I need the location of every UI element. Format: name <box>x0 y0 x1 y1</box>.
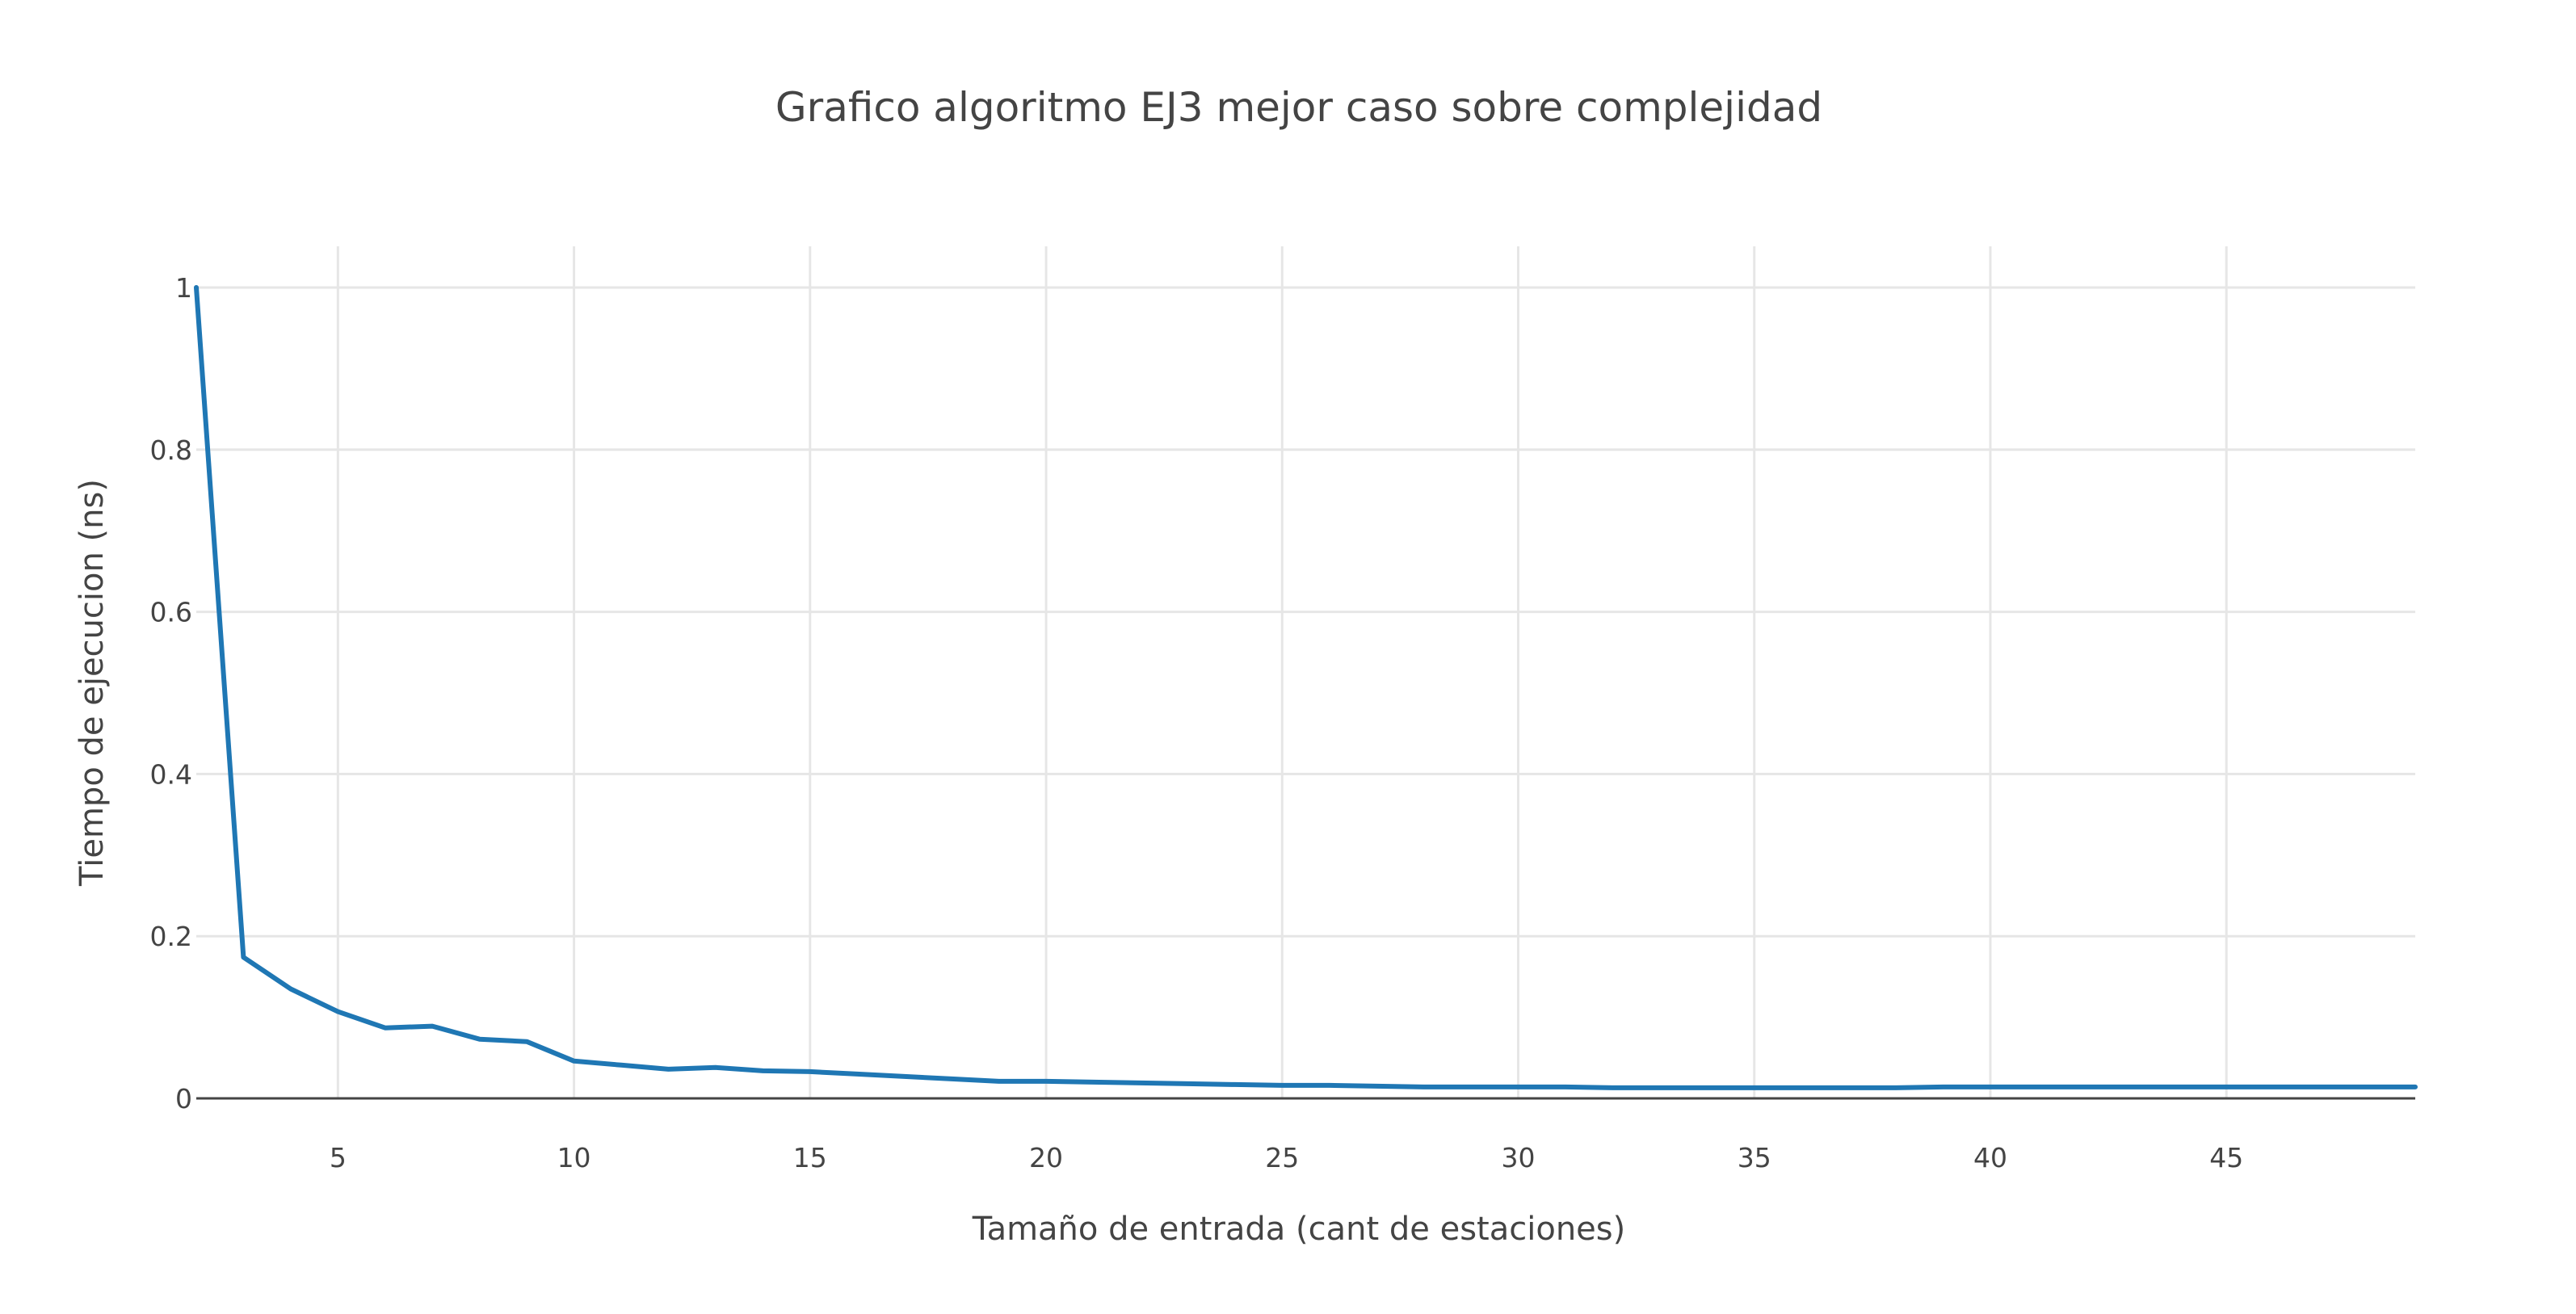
y-tick-label: 0.6 <box>150 597 192 628</box>
x-tick-label: 35 <box>1738 1142 1771 1173</box>
x-tick-label: 25 <box>1265 1142 1299 1173</box>
y-tick-label: 1 <box>175 272 192 304</box>
x-tick-label: 5 <box>330 1142 347 1173</box>
x-tick-label: 20 <box>1029 1142 1063 1173</box>
x-tick-labels: 5 10 15 20 25 30 35 40 45 <box>330 1142 2243 1173</box>
y-tick-labels: 0 0.2 0.4 0.6 0.8 1 <box>150 272 192 1115</box>
series-line <box>194 285 2418 1090</box>
grid-lines <box>196 246 2415 1098</box>
y-tick-label: 0.8 <box>150 435 192 466</box>
y-tick-label: 0 <box>175 1083 192 1115</box>
series-layer <box>194 285 2418 1090</box>
x-axis-title: Tamaño de entrada (cant de estaciones) <box>972 1211 1625 1248</box>
x-tick-label: 30 <box>1502 1142 1536 1173</box>
y-tick-label: 0.4 <box>150 758 192 790</box>
y-tick-label: 0.2 <box>150 921 192 952</box>
x-tick-label: 15 <box>793 1142 827 1173</box>
x-tick-label: 45 <box>2209 1142 2243 1173</box>
x-tick-label: 40 <box>1973 1142 2007 1173</box>
chart-title: Grafico algoritmo EJ3 mejor caso sobre c… <box>775 84 1822 131</box>
y-axis-title: Tiempo de ejecucion (ns) <box>74 479 111 887</box>
x-tick-label: 10 <box>557 1142 591 1173</box>
